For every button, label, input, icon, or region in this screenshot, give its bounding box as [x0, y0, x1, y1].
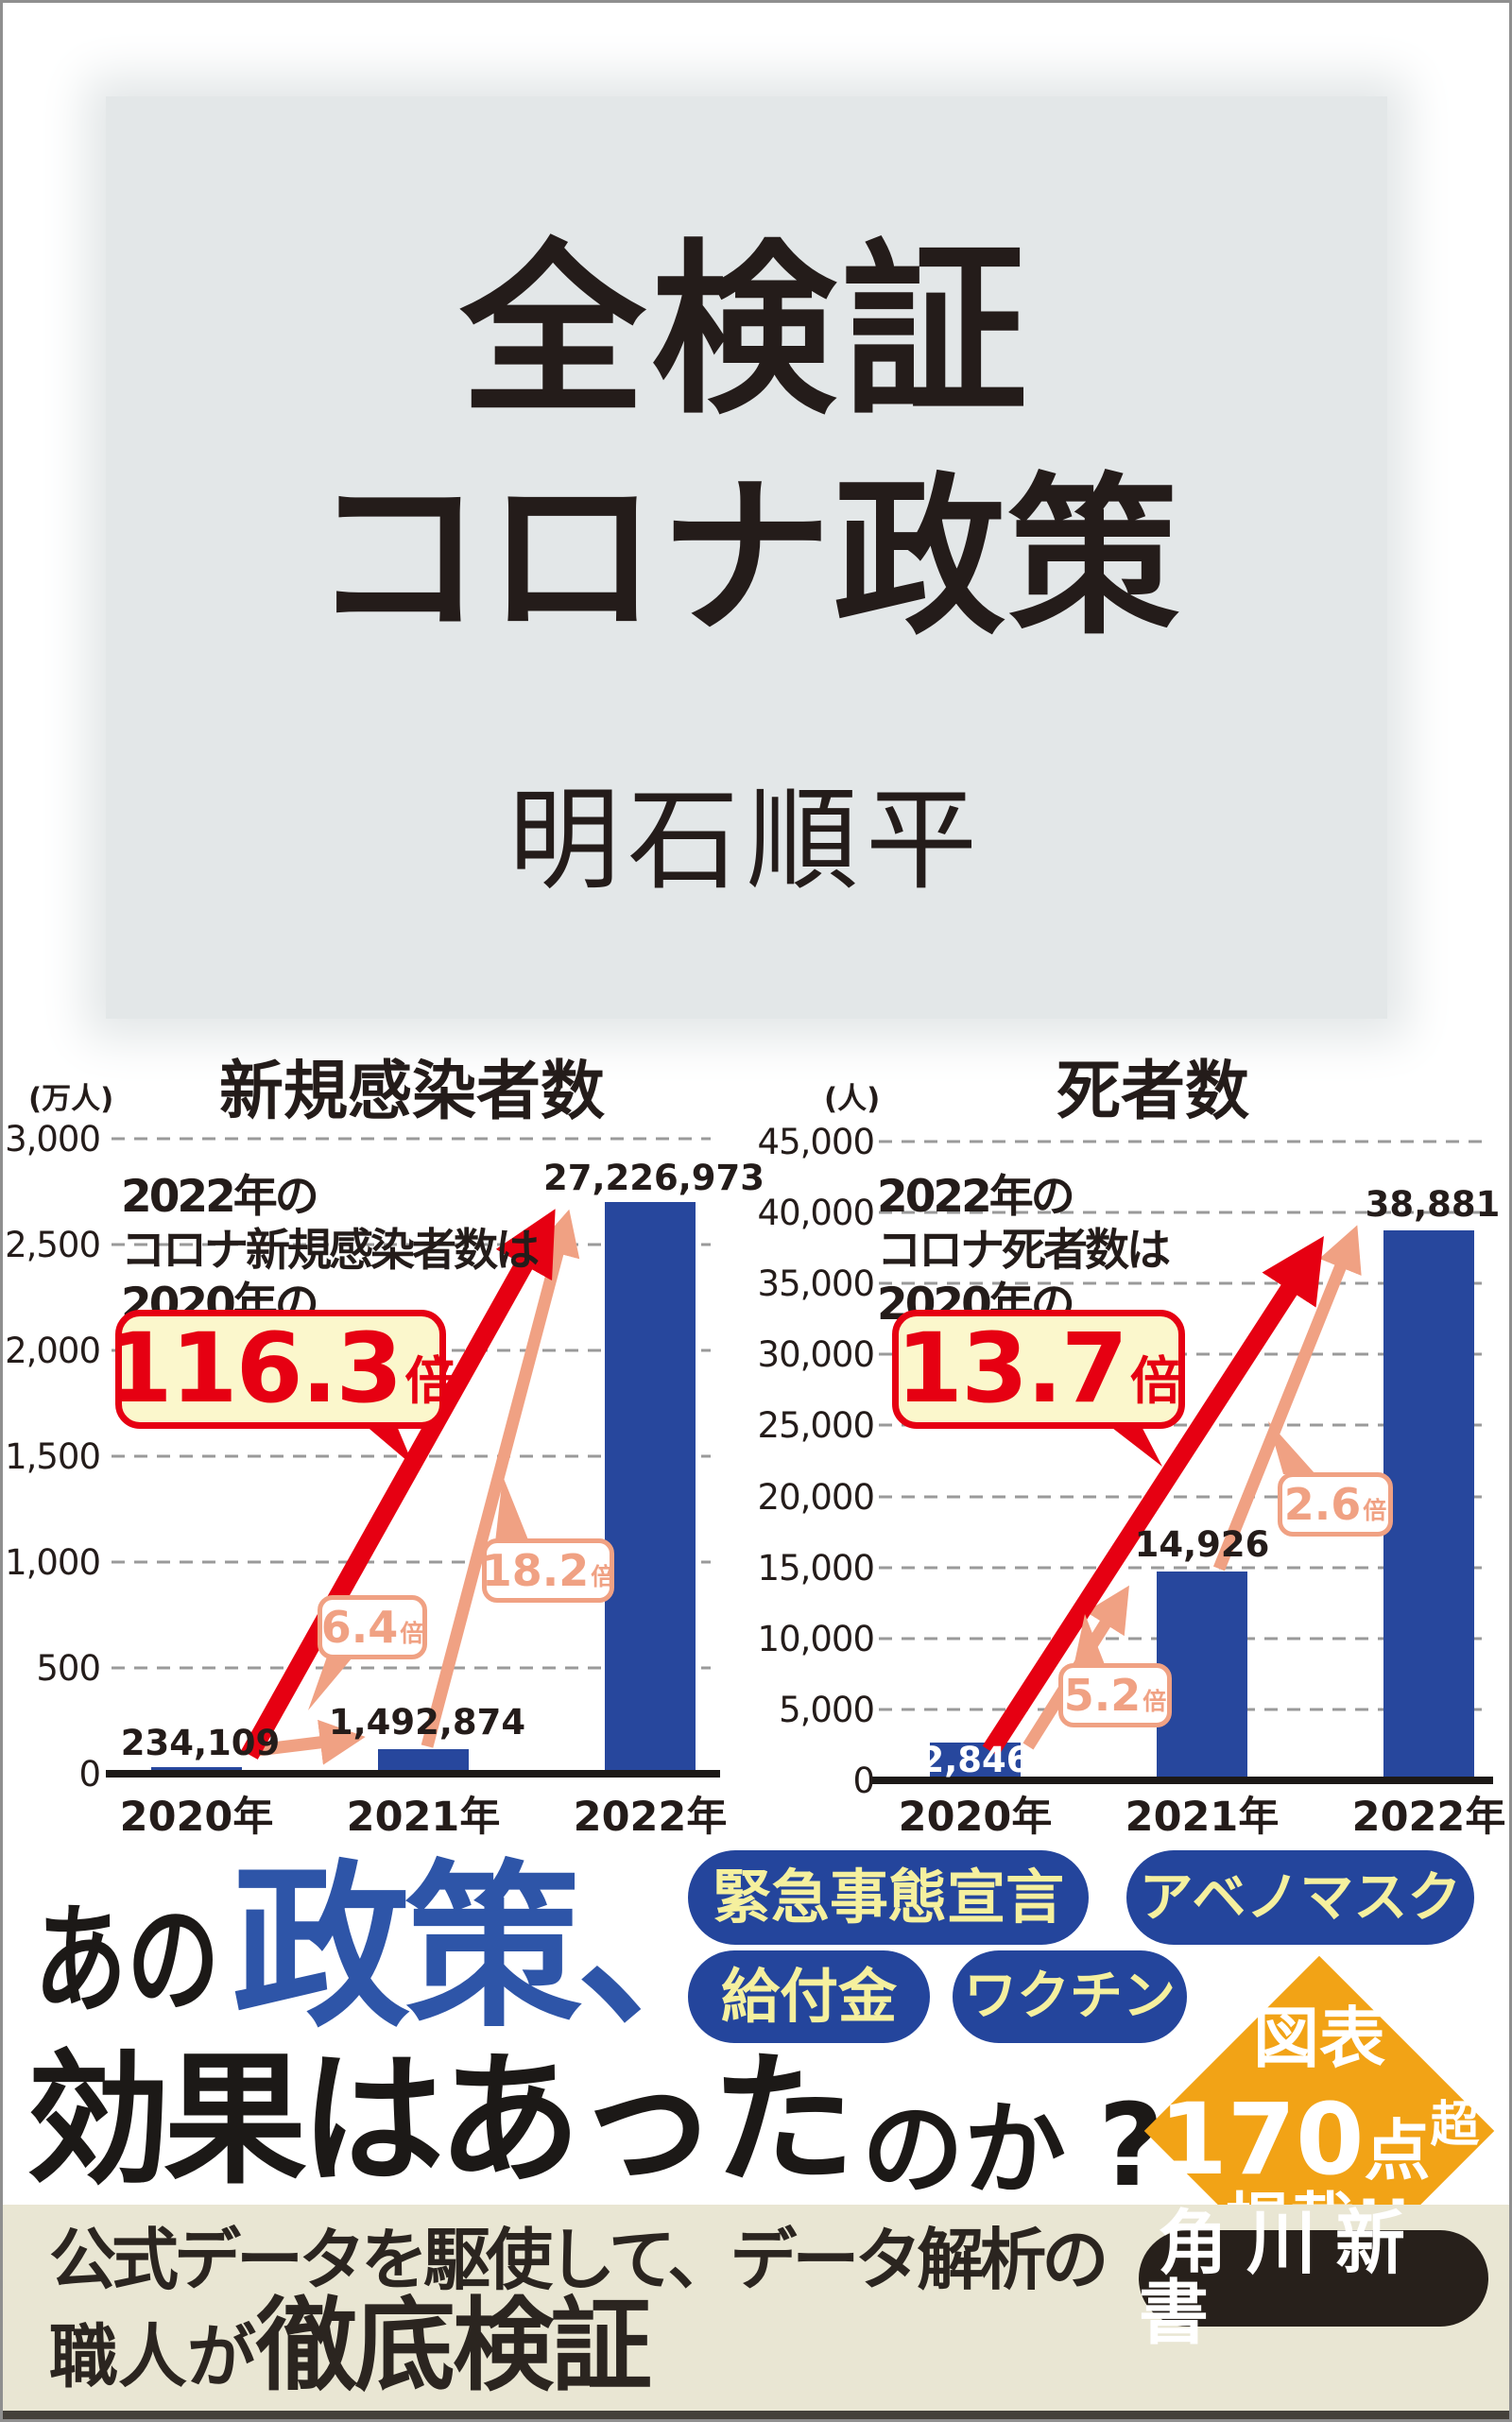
deaths-value-2022: 38,881	[1365, 1184, 1501, 1225]
figure-count-line1: 図表	[1253, 2000, 1385, 2077]
deaths-value-2020: 2,846	[919, 1740, 1031, 1780]
infections-step2-suffix: 倍	[591, 1562, 615, 1590]
deaths-ytick-40000: 40,000	[757, 1193, 875, 1233]
deaths-ytick-20000: 20,000	[757, 1477, 875, 1518]
deaths-bar-2022	[1383, 1230, 1474, 1780]
catch-copy-highlight: 政策、	[232, 1845, 754, 2052]
infections-headline-line1: 2022年の	[121, 1171, 319, 1223]
infections-ytick-1000: 1,000	[5, 1542, 101, 1583]
deaths-ytick-0: 0	[852, 1761, 875, 1801]
infections-red-arrow-2020-2022	[241, 1209, 556, 1760]
infections-step2-value: 18.2	[481, 1545, 590, 1596]
infections-unit-label: (万人)	[28, 1082, 114, 1116]
deaths-ytick-5000: 5,000	[779, 1690, 875, 1730]
deaths-unit-label: (人)	[824, 1082, 881, 1116]
deaths-ytick-30000: 30,000	[757, 1334, 875, 1375]
infections-step2-multiplier-box: 18.2 倍	[482, 1538, 614, 1603]
deaths-total-multiplier-suffix: 倍	[1129, 1351, 1181, 1411]
deaths-total-multiplier-value: 13.7	[896, 1313, 1128, 1425]
deaths-ytick-10000: 10,000	[757, 1619, 875, 1659]
deaths-bar-2021	[1157, 1572, 1247, 1780]
infections-step1-multiplier-box: 6.4 倍	[318, 1595, 427, 1659]
deaths-xtick-2020: 2020年	[898, 1794, 1053, 1841]
deaths-step2-box-tail	[1268, 1421, 1315, 1474]
book-title-line2: コロナ政策	[312, 455, 1181, 658]
infections-step2-box-tail	[495, 1476, 529, 1542]
bottom-edge-strip	[0, 2411, 1512, 2422]
deaths-headline-line2: コロナ死者数は	[877, 1225, 1171, 1277]
infections-ytick-2000: 2,000	[5, 1331, 101, 1371]
bottom-band-line2-emphasis: 徹底検証	[256, 2288, 652, 2405]
deaths-step2-multiplier-box: 2.6 倍	[1278, 1472, 1393, 1537]
deaths-chart-canvas	[871, 1140, 1493, 1784]
deaths-total-multiplier-box: 13.7 倍	[892, 1310, 1185, 1429]
infections-total-multiplier-box: 116.3 倍	[106, 1310, 455, 1429]
infections-headline-line2: コロナ新規感染者数は	[121, 1225, 540, 1277]
catch-copy-prefix: あの	[34, 1891, 220, 2030]
bottom-band-line2-normal: 職人が	[49, 2317, 256, 2397]
infections-bar-2022	[605, 1202, 696, 1774]
catch-copy-question-mark: ?	[1098, 2081, 1164, 2212]
figure-count-over: 超	[1430, 2097, 1480, 2154]
deaths-step2-value: 2.6	[1283, 1479, 1362, 1530]
deaths-chart-title: 死者数	[1057, 1055, 1250, 1129]
badge-abenomask: アベノマスク	[1126, 1850, 1474, 1945]
deaths-ytick-25000: 25,000	[757, 1405, 875, 1446]
deaths-headline-line1: 2022年の	[877, 1171, 1075, 1223]
deaths-bar-2020	[930, 1743, 1021, 1780]
infections-step1-value: 6.4	[320, 1602, 399, 1653]
infections-xtick-2020: 2020年	[119, 1794, 274, 1841]
infections-bar-2021	[378, 1749, 469, 1774]
infections-salmon-arrow-2021-2022	[421, 1209, 580, 1748]
author-name: 明石順平	[507, 775, 985, 905]
deaths-step1-box-tail	[1074, 1614, 1106, 1667]
badge-benefit-payment: 給付金	[688, 1950, 930, 2043]
infections-total-multiplier-suffix: 倍	[404, 1351, 456, 1411]
deaths-xtick-2021: 2021年	[1125, 1794, 1280, 1841]
catch-copy-line2-small: のか	[862, 2091, 1067, 2209]
infections-step1-suffix: 倍	[400, 1619, 424, 1647]
badge-emergency-declaration: 緊急事態宣言	[688, 1850, 1089, 1945]
deaths-step1-suffix: 倍	[1143, 1687, 1167, 1715]
deaths-ytick-45000: 45,000	[757, 1122, 875, 1162]
infections-value-2022: 27,226,973	[542, 1158, 765, 1198]
infections-chart-title: 新規感染者数	[219, 1055, 606, 1129]
infections-ytick-500: 500	[36, 1648, 101, 1689]
deaths-ytick-35000: 35,000	[757, 1263, 875, 1304]
badge-vaccine: ワクチン	[953, 1950, 1187, 2043]
infections-headline: 2022年の コロナ新規感染者数は 2020年の	[121, 1170, 540, 1331]
infections-xtick-2021: 2021年	[346, 1794, 501, 1841]
deaths-step1-value: 5.2	[1063, 1670, 1142, 1721]
infections-ytick-2500: 2,500	[5, 1225, 101, 1265]
infections-total-multiplier-value: 116.3	[105, 1313, 404, 1425]
bottom-band-line1: 公式データを駆使して、データ解析の	[49, 2221, 1108, 2299]
infections-salmon-arrow-2020-2021	[256, 1719, 366, 1765]
deaths-step1-multiplier-box: 5.2 倍	[1058, 1663, 1172, 1727]
deaths-headline: 2022年の コロナ死者数は 2020年の	[877, 1170, 1171, 1331]
book-title-line1: 全検証	[459, 222, 1033, 439]
deaths-step2-suffix: 倍	[1363, 1496, 1387, 1524]
infections-ytick-3000: 3,000	[5, 1119, 101, 1159]
deaths-red-arrow-2020-2022	[982, 1236, 1324, 1757]
title-panel	[106, 96, 1387, 1019]
publisher-logo: 角川新書	[1139, 2208, 1488, 2348]
deaths-ytick-15000: 15,000	[757, 1548, 875, 1589]
infections-xtick-2022: 2022年	[573, 1794, 728, 1841]
figure-count-value: 170	[1159, 2082, 1365, 2197]
infections-ytick-1500: 1,500	[5, 1436, 101, 1477]
figure-count-number: 170点超	[1130, 2090, 1508, 2189]
deaths-salmon-arrow-2021-2022	[1212, 1225, 1362, 1572]
figure-count-counter: 点	[1364, 2112, 1431, 2190]
deaths-value-2021: 14,926	[1134, 1524, 1270, 1565]
infections-value-2021: 1,492,874	[328, 1702, 526, 1743]
deaths-xtick-2022: 2022年	[1351, 1794, 1506, 1841]
infections-value-2020: 234,109	[120, 1723, 281, 1763]
catch-copy-line2: 効果はあった	[26, 2036, 855, 2204]
bottom-band-line2: 職人が 徹底検証	[49, 2288, 652, 2406]
infections-ytick-0: 0	[78, 1754, 101, 1795]
